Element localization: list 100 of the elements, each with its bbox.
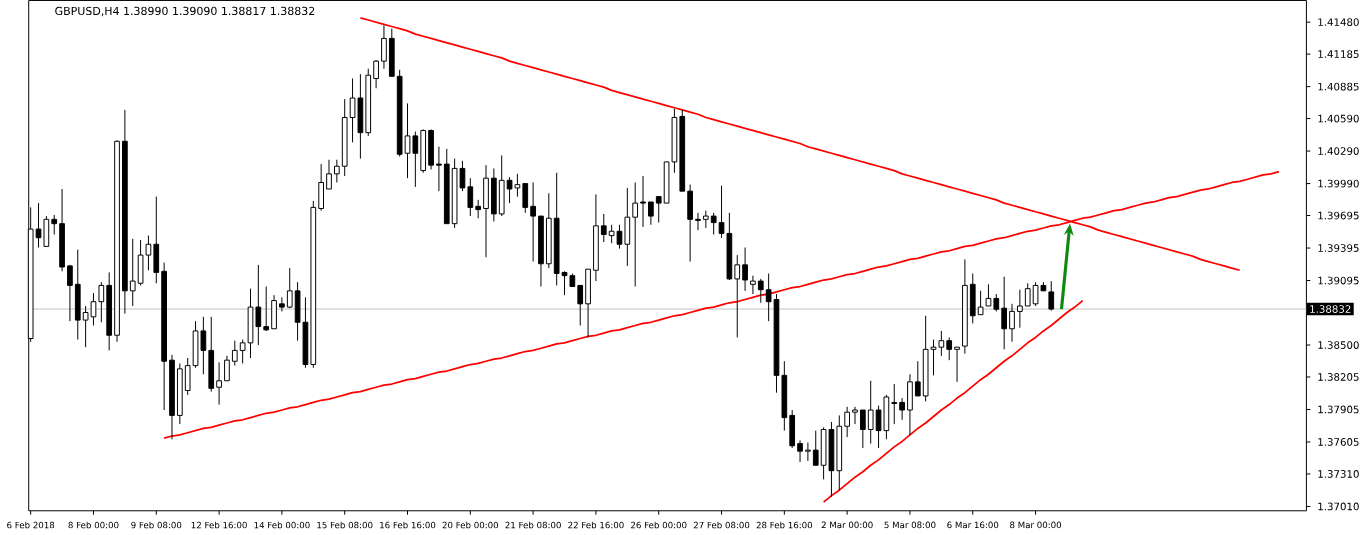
candlestick bbox=[907, 373, 913, 436]
candlestick bbox=[491, 167, 497, 223]
candlestick bbox=[208, 316, 215, 393]
candlestick bbox=[129, 238, 136, 307]
candlestick bbox=[318, 163, 324, 212]
candlestick bbox=[1009, 303, 1015, 343]
candlestick bbox=[231, 340, 238, 367]
x-tick-label: 15 Feb 08:00 bbox=[317, 521, 373, 529]
candlestick bbox=[443, 148, 450, 225]
candlestick bbox=[954, 346, 960, 383]
candlestick bbox=[122, 109, 128, 315]
y-tick-label: 1.40290 bbox=[1318, 147, 1359, 156]
candlestick bbox=[467, 177, 474, 217]
candlestick bbox=[1024, 282, 1031, 307]
candlestick bbox=[538, 215, 544, 288]
candlestick bbox=[593, 193, 599, 282]
candlestick bbox=[844, 406, 850, 438]
candlestick bbox=[271, 294, 277, 330]
candlestick bbox=[74, 249, 81, 341]
candlestick bbox=[224, 355, 230, 382]
x-tick-label: 8 Mar 00:00 bbox=[1010, 521, 1062, 529]
candlestick bbox=[553, 172, 560, 286]
y-tick-label: 1.39395 bbox=[1318, 244, 1359, 252]
candlestick bbox=[812, 430, 819, 466]
x-tick-label: 14 Feb 00:00 bbox=[254, 521, 310, 529]
y-tick-label: 1.41480 bbox=[1318, 18, 1359, 27]
candlestick bbox=[640, 175, 646, 228]
candlestick bbox=[577, 284, 584, 327]
candlestick bbox=[734, 254, 741, 338]
candlestick bbox=[59, 188, 65, 272]
x-tick-label: 8 Feb 00:00 bbox=[68, 521, 119, 529]
candlestick bbox=[867, 380, 874, 445]
candlestick bbox=[899, 397, 905, 421]
candlestick bbox=[750, 275, 756, 295]
x-tick-label: 26 Feb 00:00 bbox=[631, 521, 687, 529]
y-tick-label: 1.39095 bbox=[1318, 276, 1359, 285]
candlestick bbox=[600, 213, 607, 243]
candlestick bbox=[388, 28, 395, 77]
y-tick-label: 1.37605 bbox=[1318, 438, 1359, 446]
candlestick bbox=[263, 286, 270, 331]
candlestick bbox=[891, 383, 898, 425]
candlestick bbox=[742, 247, 748, 292]
y-tick-label: 1.37310 bbox=[1318, 470, 1359, 478]
candlestick bbox=[860, 409, 866, 449]
candlestick bbox=[161, 262, 167, 411]
candlestick bbox=[962, 258, 968, 355]
x-tick-label: 5 Mar 08:00 bbox=[884, 521, 936, 529]
candlestick bbox=[789, 409, 796, 449]
candlestick bbox=[679, 109, 686, 192]
candlestick bbox=[436, 146, 442, 192]
candlestick bbox=[1017, 289, 1023, 329]
x-tick-label: 9 Feb 08:00 bbox=[131, 521, 182, 529]
candlestick bbox=[655, 196, 662, 224]
candlestick bbox=[797, 439, 803, 463]
y-tick-label: 1.39695 bbox=[1318, 211, 1359, 220]
candlestick bbox=[279, 296, 285, 312]
candlestick bbox=[341, 98, 348, 177]
y-tick-label: 1.40885 bbox=[1318, 82, 1359, 91]
candlestick bbox=[836, 415, 843, 491]
candlestick bbox=[310, 200, 317, 369]
candlestick bbox=[695, 212, 701, 231]
candlestick bbox=[687, 184, 693, 263]
x-tick-label: 16 Feb 16:00 bbox=[380, 521, 436, 529]
candlestick bbox=[585, 268, 591, 338]
x-tick-label: 6 Feb 2018 bbox=[7, 521, 55, 529]
candlestick bbox=[420, 130, 427, 174]
y-tick-label: 1.38205 bbox=[1318, 373, 1359, 381]
candlestick bbox=[710, 212, 717, 236]
candlestick bbox=[67, 265, 73, 322]
candlestick bbox=[184, 357, 191, 396]
candlestick bbox=[365, 68, 372, 137]
candlestick bbox=[381, 24, 387, 70]
candlestick bbox=[498, 154, 505, 217]
candlestick bbox=[624, 187, 631, 267]
candlestick bbox=[334, 159, 340, 184]
candlestick bbox=[326, 159, 332, 190]
ref-line-label: 1.38832 bbox=[1310, 305, 1351, 313]
candlestick bbox=[106, 272, 113, 351]
candlestick bbox=[545, 192, 552, 269]
candlestick bbox=[530, 182, 536, 263]
candlestick bbox=[428, 130, 434, 171]
candlestick bbox=[969, 273, 976, 324]
x-tick-label: 6 Mar 16:00 bbox=[947, 521, 999, 529]
candlestick bbox=[946, 337, 953, 361]
candlestick bbox=[852, 406, 858, 425]
x-tick-label: 27 Feb 08:00 bbox=[693, 521, 750, 529]
x-tick-label: 20 Feb 00:00 bbox=[442, 521, 499, 529]
candlestick bbox=[914, 360, 921, 397]
candlestick bbox=[98, 281, 105, 323]
y-tick-label: 1.39990 bbox=[1318, 179, 1359, 188]
y-tick-label: 1.41185 bbox=[1318, 50, 1359, 59]
candlestick bbox=[781, 360, 788, 432]
y-tick-label: 1.40590 bbox=[1318, 114, 1359, 123]
candlestick bbox=[522, 183, 529, 214]
x-tick-label: 2 Mar 00:00 bbox=[821, 521, 873, 529]
candlestick bbox=[805, 442, 811, 462]
text: GBPUSD,H4 1.38990 1.39090 1.38817 1.38832 bbox=[55, 6, 315, 17]
x-tick-label: 21 Feb 08:00 bbox=[505, 521, 561, 529]
candlestick bbox=[51, 214, 58, 236]
y-tick-label: 1.38500 bbox=[1318, 341, 1359, 349]
